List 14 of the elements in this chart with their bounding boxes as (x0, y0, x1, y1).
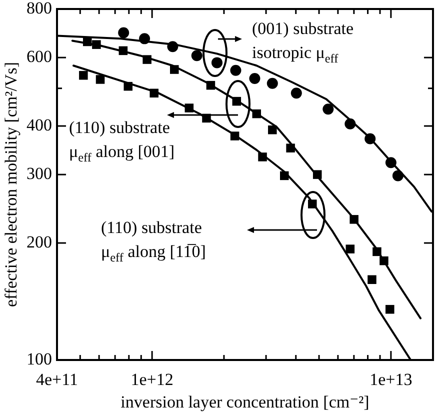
y-tick-label: 200 (26, 232, 52, 252)
y-tick-label: 400 (26, 115, 52, 134)
annotation: (001) substrate isotropic μ$_{eff}$ (252, 18, 354, 66)
y-tick-label: 800 (26, 0, 52, 18)
annotation: (110) substrate μ$_{eff}$ along [001] (69, 117, 175, 164)
y-tick-label: 300 (26, 164, 52, 184)
y-tick-label: 600 (26, 47, 52, 66)
y-tick-label: 100 (26, 349, 52, 368)
x-axis-title: inversion layer concentration [cm⁻²] (120, 392, 370, 412)
x-tick-label: 1e+13 (370, 370, 412, 389)
x-tick-label: 1e+12 (130, 370, 174, 389)
annotation: (110) substrate μ$_{eff}$ along [11̅0] (101, 217, 206, 264)
y-axis-title: effective electron mobility [cm²/Vs] (2, 62, 21, 308)
x-tick-label: 4e+11 (36, 370, 78, 389)
